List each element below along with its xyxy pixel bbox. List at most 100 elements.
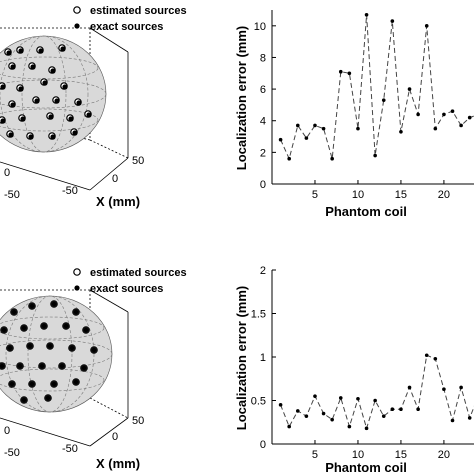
top-ytick-label-0: 0 [260,179,266,191]
top-exact-source-13 [34,98,40,104]
bottom-point-22 [459,385,463,390]
top-exact-source-17 [20,116,26,122]
bottom-point-17 [416,407,420,412]
top-exact-source-10 [42,80,48,86]
top-sphere-ticks: 50 0 -50 0 -50 [4,155,144,201]
top-xtick-label-0: 5 [312,189,318,201]
bottom-exact-source-6 [21,325,27,331]
top-exact-source-12 [10,102,16,108]
legend-estimated-label: estimated sources [90,267,187,279]
bottom-exact-source-5 [1,327,7,333]
bottom-point-3 [295,409,300,413]
bottom-point-10 [356,396,360,401]
top-point-20 [442,112,446,117]
top-chart-xlabel: Phantom coil [325,204,407,219]
top-sphere-plot: estimated sources exact sources 50 0 -50… [0,5,187,209]
top-exact-sources [0,46,92,140]
bottom-exact-source-7 [41,323,47,329]
top-ytick-label-3: 6 [260,84,266,96]
top-exact-source-22 [50,134,56,140]
bottom-xtick-label-2: 15 [395,449,407,461]
bottom-x-ticks: 5 10 15 20 [312,440,450,461]
bottom-chart-ylabel: Localization error (mm) [234,286,249,430]
top-point-19 [433,126,438,131]
top-point-22 [459,123,463,128]
top-tick-0-right: 0 [112,173,118,185]
top-point-3 [295,123,300,128]
bottom-point-2 [287,424,291,429]
top-exact-source-16 [0,118,6,124]
bottom-exact-source-8 [63,323,69,329]
bottom-exact-sources [0,301,97,403]
bottom-exact-source-16 [17,363,23,369]
bottom-exact-source-17 [39,363,45,369]
bottom-exact-source-13 [69,345,75,351]
top-exact-source-23 [72,130,78,136]
top-exact-source-18 [48,114,54,120]
bottom-error-chart: 0 0.5 1 1.5 2 5 10 15 20 Phantom coil Localizat… [234,265,474,474]
bottom-point-18 [424,353,429,358]
top-point-23 [467,115,472,120]
top-ytick-label-2: 4 [260,116,266,128]
bottom-exact-source-18 [59,363,65,369]
bottom-exact-source-14 [91,347,97,353]
top-error-chart: 0 2 4 6 8 10 5 10 15 20 Phantom coil Localizatio… [234,10,474,219]
top-point-12 [373,153,377,158]
bottom-tick-minus50-mid: -50 [62,443,78,455]
top-exact-source-4 [60,46,66,52]
bottom-point-7 [330,417,334,422]
bottom-sphere-body [0,295,113,413]
bottom-exact-source-4 [73,309,79,315]
top-exact-source-6 [30,64,36,70]
top-point-21 [450,109,455,114]
bottom-ytick-label-2: 1 [260,352,266,364]
bottom-point-16 [407,385,412,390]
legend-estimated-marker [73,6,81,14]
top-series-line [280,14,474,161]
top-point-14 [390,19,395,23]
legend-estimated-label: estimated sources [90,5,187,17]
bottom-exact-source-11 [27,343,33,349]
top-exact-source-19 [68,116,74,122]
top-chart-ylabel: Localization error (mm) [234,26,249,170]
bottom-point-13 [381,414,386,418]
top-point-6 [321,126,326,131]
top-point-17 [416,112,420,117]
bottom-tick-0-left: 0 [4,425,10,437]
legend-exact-marker [74,285,80,291]
top-point-7 [330,156,334,161]
top-exact-source-1 [6,50,12,56]
top-point-16 [407,87,412,91]
bottom-y-ticks: 0 0.5 1 1.5 2 [251,265,276,451]
top-point-11 [364,12,369,17]
top-exact-source-7 [50,68,56,74]
bottom-exact-source-12 [47,343,53,349]
top-exact-source-5 [10,64,16,70]
top-point-9 [347,71,352,76]
bottom-exact-source-21 [29,381,35,387]
bottom-exact-source-2 [29,303,35,309]
bottom-tick-50-right: 50 [132,415,144,427]
bottom-exact-source-25 [45,395,51,401]
top-exact-source-11 [62,84,68,90]
bottom-exact-source-23 [73,379,79,385]
bottom-point-23 [467,416,472,420]
bottom-exact-source-10 [7,345,13,351]
bottom-point-9 [347,424,352,429]
bottom-tick-minus50-left: -50 [4,447,20,459]
top-ytick-label-4: 8 [260,52,266,64]
bottom-point-8 [338,396,343,400]
top-x-ticks: 5 10 15 20 [312,180,450,201]
top-exact-source-15 [76,100,82,106]
bottom-exact-source-19 [81,365,87,371]
bottom-ytick-label-0: 0 [260,439,266,451]
bottom-point-1 [278,403,283,407]
legend-estimated-marker [73,268,81,276]
top-tick-50-right: 50 [132,155,144,167]
bottom-exact-source-1 [11,309,17,315]
top-xtick-label-3: 20 [438,189,450,201]
top-xtick-label-1: 10 [352,189,364,201]
bottom-exact-source-24 [21,397,27,403]
bottom-exact-source-9 [83,327,89,333]
bottom-point-4 [304,414,309,418]
